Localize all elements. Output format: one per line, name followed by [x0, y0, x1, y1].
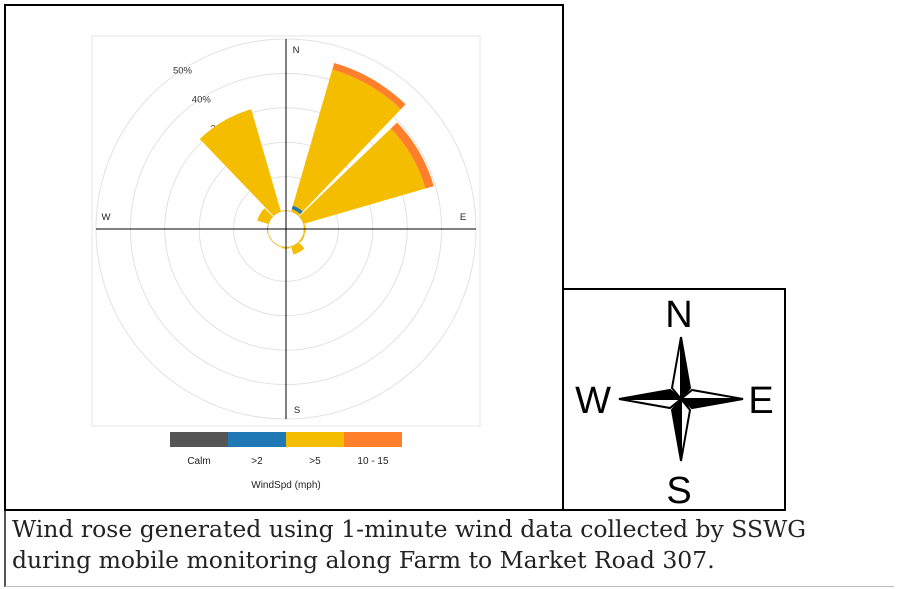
compass-north-right — [680, 336, 692, 402]
legend-label: 10 - 15 — [357, 456, 389, 467]
compass-label-n: N — [665, 294, 692, 336]
sector-150-bin-2 — [291, 241, 305, 255]
direction-label-s: S — [294, 405, 300, 416]
radial-tick-label: 50% — [173, 66, 193, 77]
legend-swatch — [170, 432, 228, 447]
compass-label-s: S — [666, 470, 691, 511]
sector-30-bin-3 — [332, 63, 406, 110]
direction-label-w: W — [102, 212, 111, 223]
legend-swatch — [344, 432, 402, 447]
compass-west-bottom — [618, 398, 684, 410]
sector-240-bin-2 — [268, 234, 274, 242]
legend-label: >2 — [251, 456, 263, 467]
sector-330-bin-2 — [199, 109, 281, 217]
legend-label: >5 — [309, 456, 321, 467]
caption-box — [4, 511, 894, 587]
compass-west-top — [618, 388, 684, 400]
direction-label-e: E — [460, 212, 466, 223]
compass-south-right — [680, 396, 692, 462]
compass-east-top — [678, 388, 744, 400]
compass-rose-icon: N S E W — [575, 294, 774, 512]
sector-60-bin-3 — [390, 122, 434, 189]
legend-label: Calm — [187, 456, 210, 467]
sector-30-bin-2 — [291, 69, 401, 217]
compass-north-left — [670, 336, 682, 402]
legend-swatch — [286, 432, 344, 447]
sector-300-bin-2 — [257, 208, 274, 224]
figure-caption: Wind rose generated using 1-minute wind … — [12, 515, 806, 574]
sector-210-bin-2 — [273, 241, 281, 247]
compass-panel: N S E W — [564, 288, 786, 512]
compass-label-e: E — [748, 380, 773, 422]
radial-tick-label: 40% — [192, 95, 212, 106]
legend-swatch — [228, 432, 286, 447]
compass-east-bottom — [678, 398, 744, 410]
direction-label-n: N — [293, 45, 300, 56]
sector-blue-indicator — [291, 205, 303, 215]
sector-60-bin-2 — [298, 128, 426, 224]
sector-120-bin-2 — [298, 234, 305, 243]
compass-south-left — [670, 396, 682, 462]
plot-border — [91, 35, 481, 427]
legend-title: WindSpd (mph) — [251, 480, 320, 491]
compass-label-w: W — [575, 380, 611, 422]
